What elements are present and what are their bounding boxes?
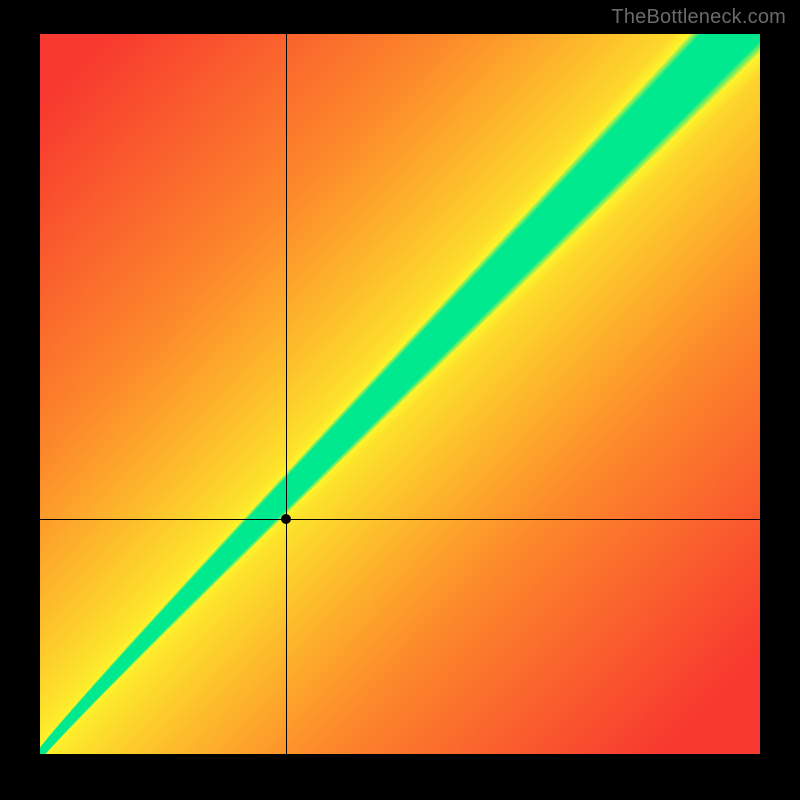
crosshair-marker-dot [281,514,291,524]
bottleneck-heatmap [40,34,760,754]
attribution-watermark: TheBottleneck.com [611,6,786,29]
crosshair-vertical [286,34,287,754]
plot-area [40,34,760,754]
crosshair-horizontal [40,519,760,520]
